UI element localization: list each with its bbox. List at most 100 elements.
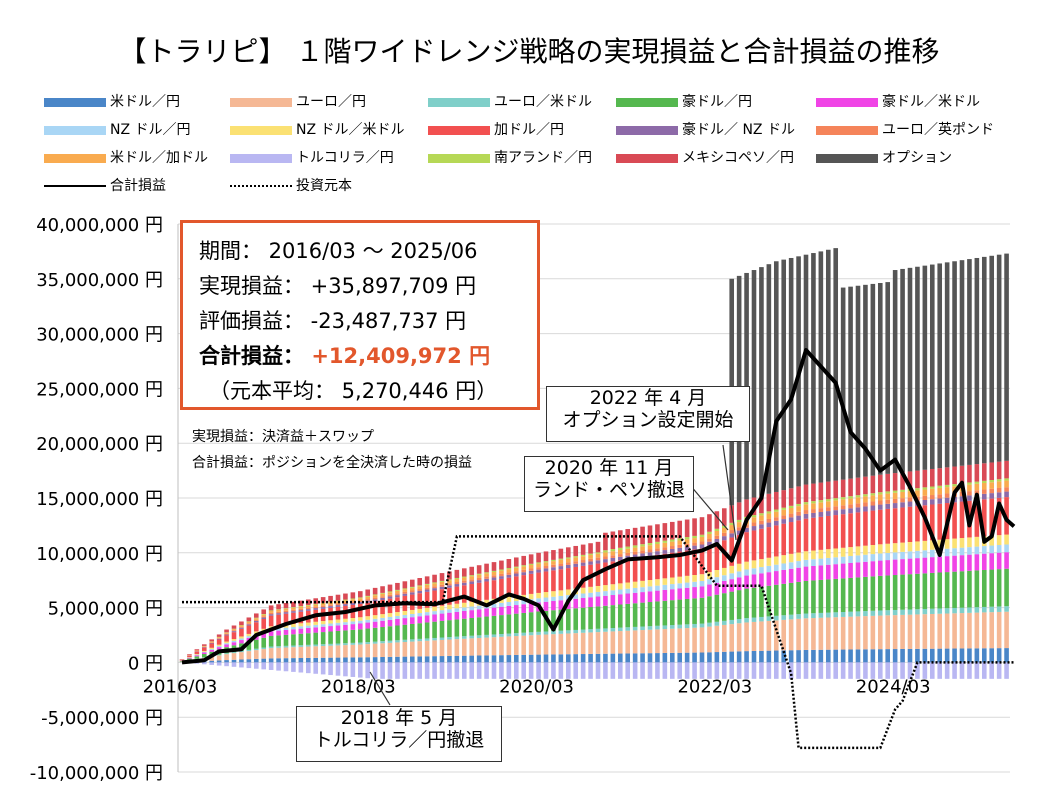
bar-segment [417,656,423,663]
bar-segment [291,626,296,630]
bar-segment [417,623,423,639]
bar-segment-negative [759,662,764,679]
bar-segment [625,603,631,628]
bar-segment [1004,544,1009,553]
bar-segment [499,573,504,577]
bar-segment [967,612,972,649]
bar-segment [476,635,482,638]
bar-segment [216,638,222,639]
bar-segment-negative [721,662,727,679]
bar-segment [751,574,757,588]
bar-segment [387,640,393,643]
bar-segment [803,613,809,619]
bar-segment-negative [528,662,534,679]
bar-segment [877,544,883,554]
bar-segment [729,591,735,620]
bar-segment [855,649,861,663]
bar-segment [632,626,638,631]
bar-segment [461,610,467,619]
bar-segment [506,577,512,597]
bar-segment [246,633,252,637]
bar-segment [915,541,920,551]
bar-segment [840,612,846,617]
bar-segment [402,624,408,640]
bar-segment [640,553,645,557]
bar-segment [721,593,727,621]
bar-segment [818,508,824,513]
bar-segment [915,490,920,497]
bar-segment [788,562,794,569]
bar-segment [996,606,1002,612]
bar-segment [231,639,237,641]
bar-segment [298,606,304,609]
bar-segment [573,561,579,564]
bar-segment [558,654,564,663]
bar-segment [357,600,363,603]
bar-segment [328,631,333,644]
bar-segment [848,611,853,617]
bar-segment [833,510,839,516]
bar-segment [892,492,898,499]
y-tick-label: 35,000,000 円 [36,270,163,291]
bar-segment [781,615,787,620]
bar-segment [818,558,824,566]
bar-segment [365,589,371,596]
principal-line [182,535,1014,750]
bar-segment [840,649,846,663]
bar-segment [900,542,905,552]
bar-segment [922,648,928,663]
bar-segment [424,589,430,592]
bar-segment [692,623,697,628]
bar-segment [669,552,675,578]
bar-segment [840,547,846,557]
bar-segment [380,620,385,628]
bar-segment [640,556,645,581]
bar-segment [655,585,660,591]
legend-swatch [428,154,490,163]
bar-segment [454,639,460,656]
bar-segment [632,545,638,548]
callout-2020-line1: 2020 年 11 月 [544,457,674,479]
bar-segment [707,545,712,573]
bar-segment [343,618,348,623]
bar-segment [773,584,779,616]
bar-segment [877,649,883,663]
bar-segment-negative [216,662,222,666]
bar-segment [877,494,883,501]
bar-segment [595,606,601,629]
bar-segment [996,569,1002,607]
bar-segment [276,658,281,663]
callout-2018-lira: 2018 年 5 月 トルコリラ／円撤退 [296,706,502,762]
bar-segment [484,637,489,656]
bar-segment [491,580,497,599]
bar-segment [744,532,749,562]
bar-segment [432,606,437,612]
bar-segment [239,640,244,644]
bar-segment [335,619,341,623]
bar-segment [744,569,749,576]
bar-segment [387,626,393,641]
bar-segment [677,551,683,577]
bar-segment [892,615,898,650]
bar-segment [506,559,512,569]
bar-segment [989,480,995,483]
bar-segment [291,645,296,648]
bar-segment [989,488,995,494]
bar-segment [484,581,489,600]
bar-segment [499,636,504,656]
bar-segment [432,574,437,583]
bar-segment [395,642,400,657]
bar-segment [870,510,876,545]
bar-segment [885,560,891,576]
y-tick-label: 15,000,000 円 [36,489,163,510]
bar-segment [343,599,348,601]
bar-segment [506,572,512,575]
bar-segment [692,581,697,588]
bar-segment [625,555,631,560]
bar-segment [268,612,274,615]
bar-segment [506,614,512,634]
legend-swatch [616,154,678,163]
bar-segment [981,553,987,570]
legend-swatch [816,154,878,163]
bar-segment [499,615,504,635]
